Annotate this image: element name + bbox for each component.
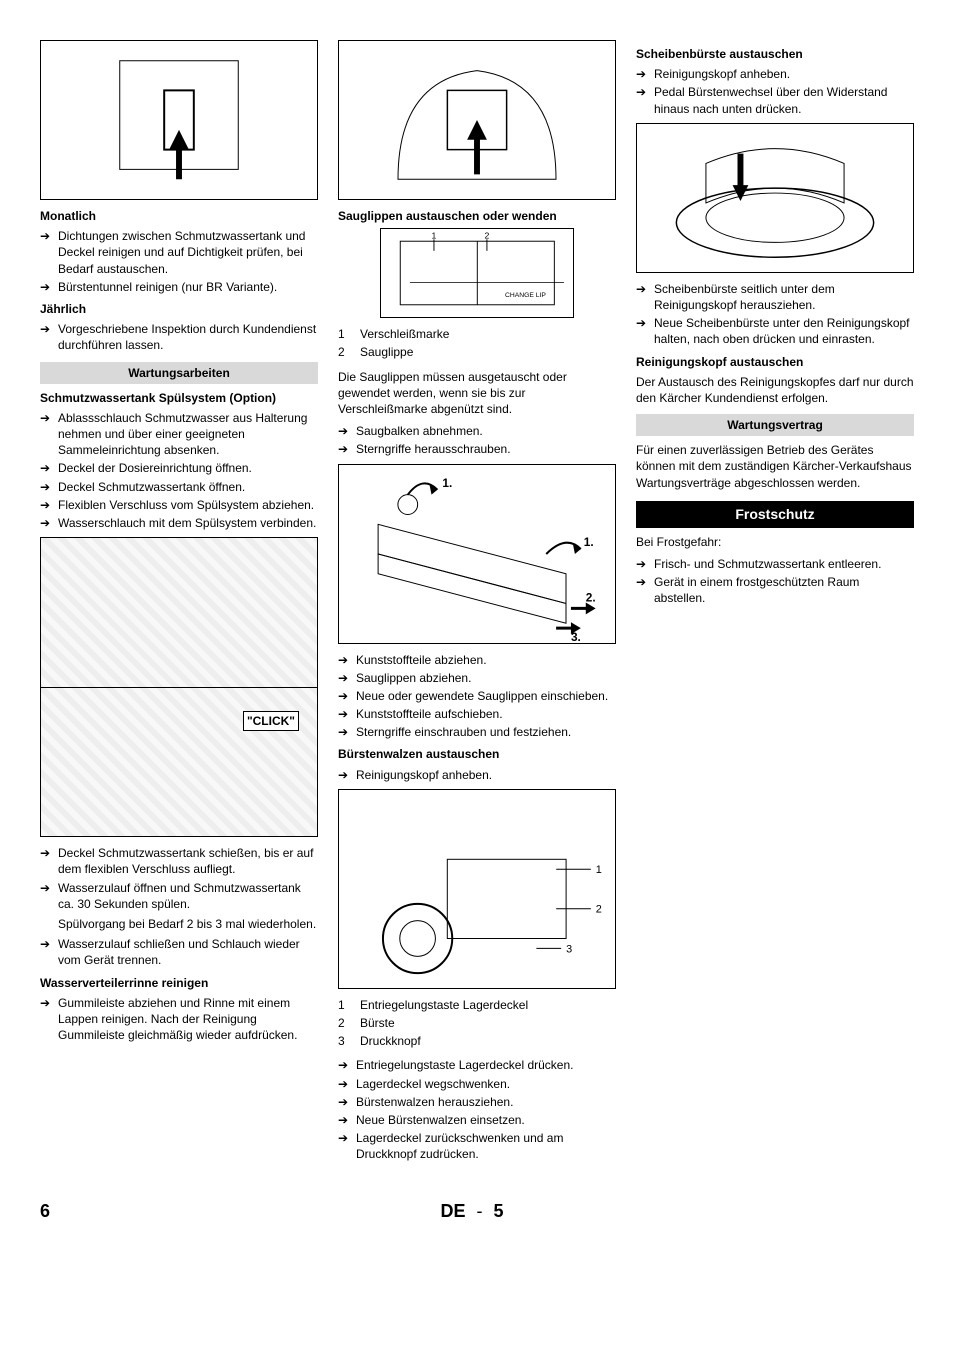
heading-wasserverteiler: Wasserverteilerrinne reinigen [40, 975, 318, 991]
list-item: Dichtungen zwischen Schmutzwassertank un… [40, 228, 318, 277]
figure-squeegee-steps: 1. 1. 2. 3. [338, 464, 616, 644]
legend-item: 1Verschleißmarke [338, 326, 616, 342]
list-item: Deckel Schmutzwassertank schießen, bis e… [40, 845, 318, 877]
list-item: Pedal Bürstenwechsel über den Widerstand… [636, 84, 914, 116]
list-item: Lagerdeckel wegschwenken. [338, 1076, 616, 1092]
footer-page-left: 6 [40, 1199, 50, 1223]
bar-frostschutz: Frostschutz [636, 501, 914, 528]
list-item: Lagerdeckel zurückschwenken und am Druck… [338, 1130, 616, 1162]
figure-brushroller: 1 2 3 [338, 789, 616, 989]
list-item: Kunststoffteile aufschieben. [338, 706, 616, 722]
list-item: Reinigungskopf anheben. [636, 66, 914, 82]
list-buerstenwalzen-1: Reinigungskopf anheben. [338, 767, 616, 783]
list-item: Scheibenbürste seitlich unter dem Reinig… [636, 281, 914, 313]
callout-2: 2 [596, 904, 602, 916]
para-frostschutz-intro: Bei Frostgefahr: [636, 534, 914, 550]
diagram-label-1: 1 [431, 231, 436, 241]
diagram-label-2: 2 [484, 231, 489, 241]
list-monatlich: Dichtungen zwischen Schmutzwassertank un… [40, 228, 318, 295]
diagram-label-change: CHANGE LIP [505, 292, 546, 299]
legend-buerste: 1Entriegelungstaste Lagerdeckel 2Bürste … [338, 997, 616, 1050]
heading-spuelsystem: Schmutzwassertank Spülsystem (Option) [40, 390, 318, 406]
list-item: Wasserzulauf schließen und Schlauch wied… [40, 936, 318, 968]
list-wasserverteiler: Gummileiste abziehen und Rinne mit einem… [40, 995, 318, 1044]
list-sauglippen-2: Kunststoffteile abziehen. Sauglippen abz… [338, 652, 616, 741]
list-scheibenbuerste-1: Reinigungskopf anheben. Pedal Bürstenwec… [636, 66, 914, 117]
callout-3: 3 [566, 943, 572, 955]
list-item: Ablassschlauch Schmutzwasser aus Halteru… [40, 410, 318, 459]
legend-item: 1Entriegelungstaste Lagerdeckel [338, 997, 616, 1013]
step-3: 3. [571, 630, 581, 643]
list-after-click: Deckel Schmutzwassertank schießen, bis e… [40, 845, 318, 912]
heading-reinigungskopf: Reinigungskopf austauschen [636, 354, 914, 370]
list-item: Sauglippen abziehen. [338, 670, 616, 686]
legend-item: 2Sauglippe [338, 344, 616, 360]
list-item: Wasserschlauch mit dem Spülsystem verbin… [40, 515, 318, 531]
figure-click: "CLICK" [40, 537, 318, 837]
list-item: Wasserzulauf öffnen und Schmutzwassertan… [40, 880, 318, 912]
list-item: Deckel der Dosiereinrichtung öffnen. [40, 460, 318, 476]
bar-wartungsvertrag: Wartungsvertrag [636, 414, 914, 436]
list-item: Gummileiste abziehen und Rinne mit einem… [40, 995, 318, 1044]
list-item: Vorgeschriebene Inspektion durch Kundend… [40, 321, 318, 353]
list-item: Bürstenwalzen herausziehen. [338, 1094, 616, 1110]
list-item: Frisch- und Schmutzwassertank entleeren. [636, 556, 914, 572]
list-item: Neue oder gewendete Sauglippen einschieb… [338, 688, 616, 704]
callout-1: 1 [596, 864, 602, 876]
para-sauglippen: Die Sauglippen müssen ausgetauscht oder … [338, 369, 616, 418]
list-item: Reinigungskopf anheben. [338, 767, 616, 783]
legend-sauglippen: 1Verschleißmarke 2Sauglippe [338, 326, 616, 360]
para-reinigungskopf: Der Austausch des Reinigungskopfes darf … [636, 374, 914, 406]
click-label: "CLICK" [243, 711, 299, 731]
legend-item: 3Druckknopf [338, 1033, 616, 1049]
list-item: Entriegelungstaste Lagerdeckel drücken. [338, 1057, 616, 1073]
legend-item: 2Bürste [338, 1015, 616, 1031]
step-2: 2. [586, 590, 596, 604]
footer-center: DE - 5 [440, 1199, 503, 1223]
figure-lever [40, 40, 318, 200]
figure-changelip: 1 2 CHANGE LIP [380, 228, 575, 318]
step-1: 1. [442, 475, 452, 489]
list-item: Bürstentunnel reinigen (nur BR Variante)… [40, 279, 318, 295]
list-item: Neue Scheibenbürste unter den Reinigungs… [636, 315, 914, 347]
column-3: Scheibenbürste austauschen Reinigungskop… [636, 40, 914, 1169]
list-item: Kunststoffteile abziehen. [338, 652, 616, 668]
heading-monatlich: Monatlich [40, 208, 318, 224]
para-wartungsvertrag: Für einen zuverlässigen Betrieb des Gerä… [636, 442, 914, 491]
list-item: Flexiblen Verschluss vom Spülsystem abzi… [40, 497, 318, 513]
column-1: Monatlich Dichtungen zwischen Schmutzwas… [40, 40, 318, 1169]
figure-machine-top [338, 40, 616, 200]
list-item: Neue Bürstenwalzen einsetzen. [338, 1112, 616, 1128]
list-sauglippen-1: Saugbalken abnehmen. Sterngriffe herauss… [338, 423, 616, 457]
column-2: Sauglippen austauschen oder wenden 1 2 C… [338, 40, 616, 1169]
page-footer: 6 DE - 5 [40, 1199, 914, 1223]
list-jaehrlich: Vorgeschriebene Inspektion durch Kundend… [40, 321, 318, 353]
list-buerstenwalzen-2: Entriegelungstaste Lagerdeckel drücken. … [338, 1057, 616, 1162]
heading-scheibenbuerste: Scheibenbürste austauschen [636, 46, 914, 62]
step-1b: 1. [584, 535, 594, 549]
heading-jaehrlich: Jährlich [40, 301, 318, 317]
heading-buerstenwalzen: Bürstenwalzen austauschen [338, 746, 616, 762]
list-after-click-2: Wasserzulauf schließen und Schlauch wied… [40, 936, 318, 968]
list-item: Gerät in einem frostgeschützten Raum abs… [636, 574, 914, 606]
list-item: Sterngriffe herausschrauben. [338, 441, 616, 457]
list-frostschutz: Frisch- und Schmutzwassertank entleeren.… [636, 556, 914, 607]
list-spuelsystem: Ablassschlauch Schmutzwasser aus Halteru… [40, 410, 318, 531]
list-scheibenbuerste-2: Scheibenbürste seitlich unter dem Reinig… [636, 281, 914, 348]
heading-sauglippen: Sauglippen austauschen oder wenden [338, 208, 616, 224]
bar-wartungsarbeiten: Wartungsarbeiten [40, 362, 318, 384]
list-item: Sterngriffe einschrauben und festziehen. [338, 724, 616, 740]
list-item: Deckel Schmutzwassertank öffnen. [40, 479, 318, 495]
note-spuelvorgang: Spülvorgang bei Bedarf 2 bis 3 mal wiede… [40, 916, 318, 932]
figure-discbrush [636, 123, 914, 273]
list-item: Saugbalken abnehmen. [338, 423, 616, 439]
